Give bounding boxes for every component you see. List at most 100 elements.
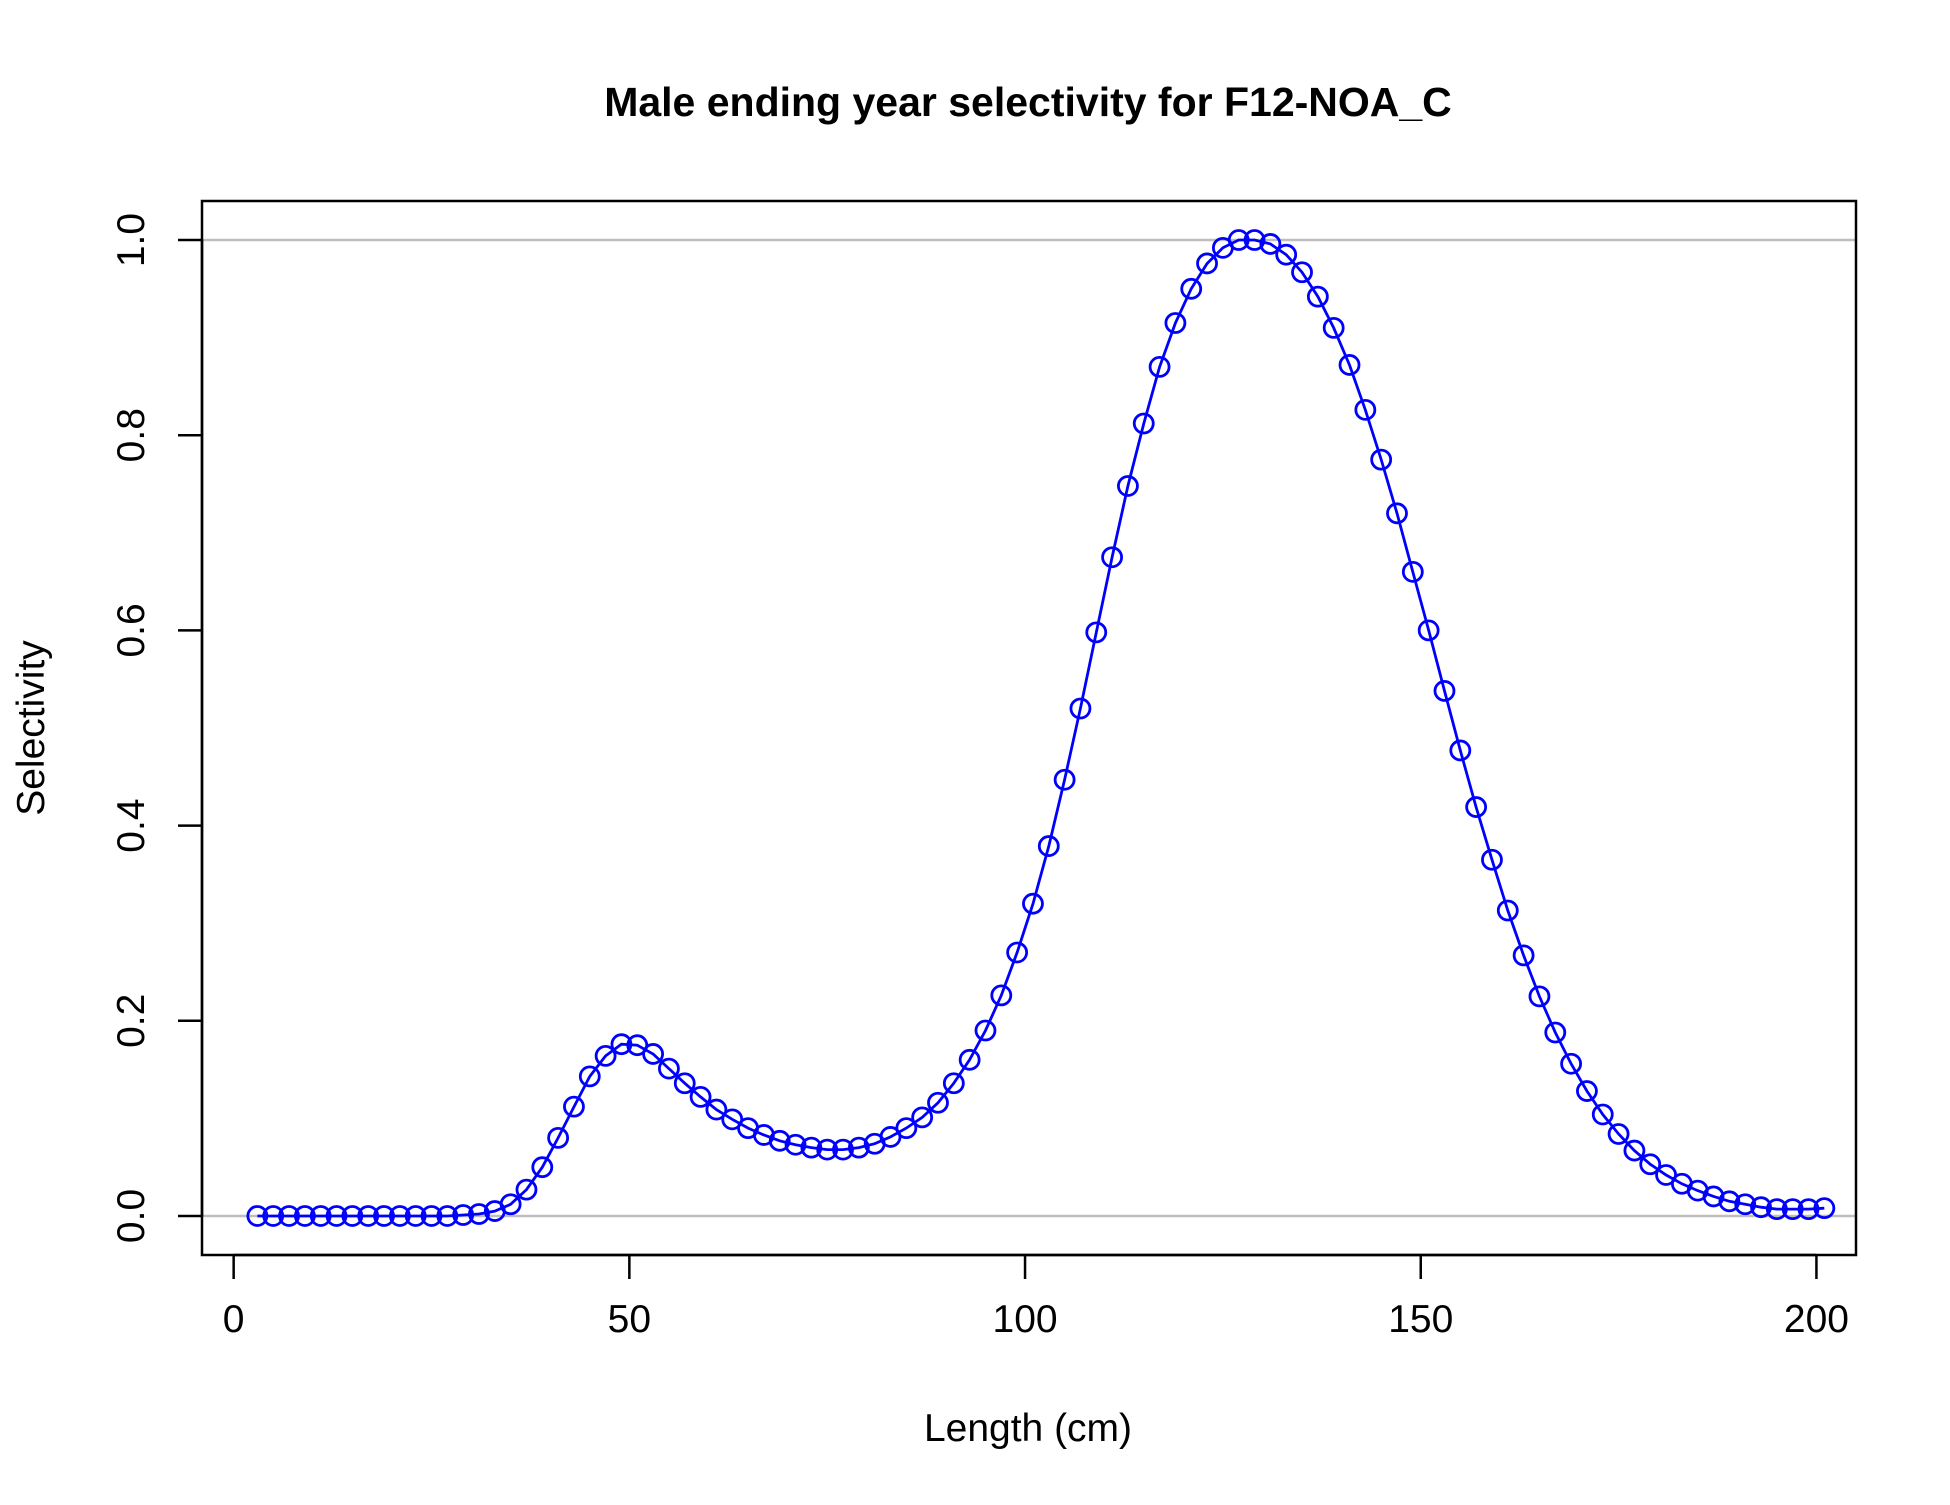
data-point (1465, 796, 1488, 818)
data-point (1718, 1190, 1741, 1213)
y-tick-label: 0.8 (110, 408, 153, 462)
reference-lines (202, 238, 1856, 1218)
series-line (257, 238, 1825, 1218)
data-point (262, 1205, 285, 1227)
data-point (1370, 448, 1393, 471)
data-point (1306, 285, 1329, 308)
x-axis-label: Length (cm) (924, 1407, 1132, 1450)
data-point (689, 1086, 712, 1108)
y-axis: 0.0 0.2 0.4 0.6 0.8 1.0 (110, 213, 204, 1243)
data-point (800, 1136, 823, 1159)
data-point (784, 1133, 807, 1156)
data-point (816, 1138, 839, 1161)
data-point (1117, 475, 1139, 497)
x-tick-label: 150 (1388, 1298, 1453, 1341)
chart-title: Male ending year selectivity for F12-NOA… (604, 79, 1452, 125)
data-point (958, 1048, 981, 1071)
data-point (1101, 546, 1123, 569)
y-tick-label: 0.2 (110, 994, 153, 1048)
data-point (1765, 1198, 1788, 1221)
data-point (1180, 277, 1203, 300)
data-point (1069, 697, 1092, 720)
data-point (373, 1205, 395, 1227)
plot-frame (200, 199, 1858, 1257)
data-point (1006, 941, 1029, 964)
data-point (1053, 768, 1076, 791)
data-point (246, 1205, 269, 1227)
data-point (1576, 1080, 1598, 1102)
data-point (547, 1126, 570, 1149)
data-point (1750, 1196, 1772, 1219)
data-point (594, 1045, 617, 1067)
data-point (1560, 1052, 1583, 1075)
data-point (1259, 233, 1282, 255)
series-layer (246, 229, 1836, 1227)
data-point (1322, 316, 1345, 339)
y-tick-label: 0.0 (110, 1189, 153, 1243)
y-tick-label: 0.6 (110, 603, 153, 657)
data-point (563, 1095, 585, 1118)
data-point (1528, 985, 1551, 1008)
data-point (832, 1138, 854, 1161)
data-point (1243, 229, 1266, 251)
data-point (499, 1193, 522, 1216)
data-point (1639, 1153, 1662, 1176)
data-point (515, 1178, 538, 1201)
data-point (1196, 252, 1218, 275)
x-tick-label: 0 (223, 1298, 245, 1341)
data-point (1338, 354, 1361, 376)
data-point (1148, 356, 1171, 378)
x-tick-label: 50 (608, 1298, 651, 1341)
data-point (293, 1205, 316, 1227)
data-point (847, 1136, 870, 1159)
data-point (1417, 619, 1440, 642)
data-point (468, 1203, 490, 1225)
data-point (325, 1205, 348, 1227)
data-point (974, 1019, 997, 1042)
data-point (1607, 1123, 1630, 1145)
data-point (404, 1205, 427, 1227)
data-point (1401, 560, 1424, 583)
data-point (768, 1129, 791, 1152)
data-point (1275, 243, 1298, 266)
data-point (531, 1156, 554, 1179)
data-point (1591, 1103, 1614, 1126)
data-point (1797, 1198, 1820, 1221)
data-point (610, 1033, 633, 1056)
data-point (1433, 680, 1456, 702)
y-tick-label: 0.4 (110, 798, 153, 852)
data-point (927, 1091, 949, 1114)
data-point (942, 1072, 965, 1095)
data-point (1449, 739, 1472, 762)
data-point (1702, 1185, 1725, 1208)
data-point (1164, 312, 1187, 334)
data-point (1512, 944, 1535, 967)
data-point (1781, 1198, 1804, 1221)
data-point (705, 1098, 728, 1121)
data-point (1354, 398, 1377, 421)
x-tick-label: 100 (993, 1298, 1058, 1341)
data-point (673, 1072, 696, 1095)
data-point (1481, 848, 1503, 871)
data-point (1496, 899, 1519, 922)
data-point (578, 1065, 601, 1088)
data-point (1085, 621, 1108, 644)
data-point (388, 1205, 411, 1227)
data-point (309, 1205, 332, 1227)
y-axis-label: Selectivity (10, 640, 53, 816)
data-point (420, 1205, 443, 1227)
x-tick-label: 200 (1784, 1298, 1849, 1341)
data-point (1734, 1193, 1757, 1216)
data-point (1227, 229, 1250, 251)
data-point (1132, 412, 1155, 435)
data-point (1022, 892, 1044, 915)
data-point (1386, 502, 1408, 525)
data-point (452, 1204, 475, 1226)
data-point (436, 1205, 459, 1227)
x-axis: 0 50 100 150 200 (223, 1253, 1849, 1341)
data-point (1544, 1021, 1567, 1044)
data-point (278, 1205, 300, 1227)
data-point (911, 1106, 934, 1129)
